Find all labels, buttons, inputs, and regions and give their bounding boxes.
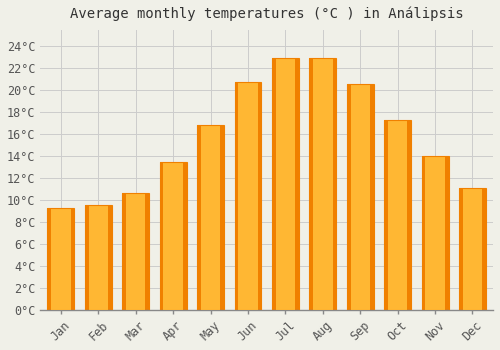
Bar	[422, 156, 448, 310]
Bar	[388, 120, 407, 310]
Bar	[197, 125, 224, 310]
Bar	[313, 58, 332, 310]
Bar	[51, 208, 70, 310]
Bar	[122, 193, 149, 310]
Bar	[422, 156, 448, 310]
Bar	[48, 208, 74, 310]
Bar	[85, 205, 112, 310]
Bar	[276, 58, 295, 310]
Bar	[201, 125, 220, 310]
Bar	[48, 208, 74, 310]
Bar	[272, 58, 299, 310]
Title: Average monthly temperatures (°C ) in Análipsis: Average monthly temperatures (°C ) in An…	[70, 7, 464, 21]
Bar	[88, 205, 108, 310]
Bar	[347, 84, 374, 310]
Bar	[384, 120, 411, 310]
Bar	[164, 162, 183, 310]
Bar	[426, 156, 445, 310]
Bar	[238, 82, 258, 310]
Bar	[197, 125, 224, 310]
Bar	[350, 84, 370, 310]
Bar	[459, 188, 486, 310]
Bar	[384, 120, 411, 310]
Bar	[272, 58, 299, 310]
Bar	[160, 162, 186, 310]
Bar	[126, 193, 146, 310]
Bar	[122, 193, 149, 310]
Bar	[160, 162, 186, 310]
Bar	[310, 58, 336, 310]
Bar	[234, 82, 262, 310]
Bar	[85, 205, 112, 310]
Bar	[463, 188, 482, 310]
Bar	[347, 84, 374, 310]
Bar	[459, 188, 486, 310]
Bar	[234, 82, 262, 310]
Bar	[310, 58, 336, 310]
